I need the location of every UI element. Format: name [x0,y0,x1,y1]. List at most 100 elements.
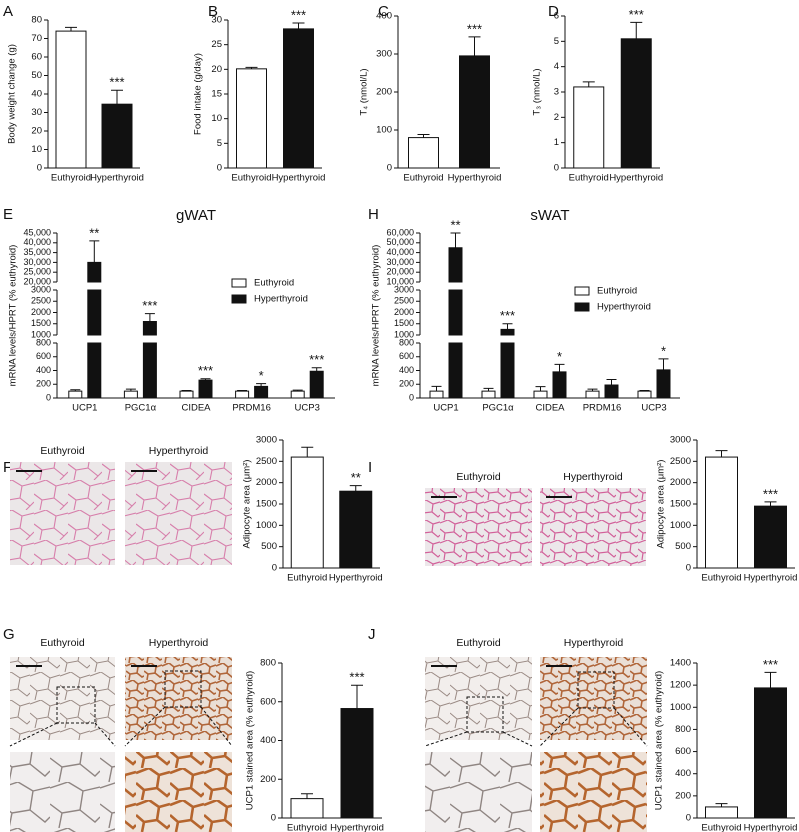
y-tick-label: 50,000 [386,237,414,247]
x-tick-label: Euthyroid [403,173,443,184]
y-tick-label: 1000 [256,520,277,531]
y-tick-label: 200 [36,379,51,389]
bar [290,390,305,399]
y-axis-label: T₄ (nmol/L) [359,68,370,115]
y-tick-label: 0 [686,813,691,824]
bar [448,247,463,399]
legend-swatch [574,286,590,296]
y-tick-label: 1400 [670,658,691,669]
bar [705,806,738,819]
bar [620,38,652,169]
y-tick-label: 400 [399,365,414,375]
y-tick-label: 10 [31,144,42,155]
error-bar [535,386,546,392]
y-tick-label: 200 [376,87,392,98]
significance: ** [89,225,99,240]
bar [604,384,619,399]
y-tick-label: 30,000 [23,257,51,267]
zoom-connector [539,707,579,747]
histology-image [425,488,532,566]
legend-swatch [231,278,247,288]
y-tick-label: 500 [675,541,691,552]
y-axis-label: mRNA levels/HPRT (% euthyroid) [8,245,19,387]
y-axis-label: mRNA levels/HPRT (% euthyroid) [371,245,382,387]
bar [142,321,157,399]
bar [340,708,374,819]
histology-image [540,657,647,740]
y-axis-label: T₃ (nmol/L) [532,68,543,115]
bar [55,30,87,169]
y-axis-label: Food intake (g/day) [193,53,204,135]
y-tick-label: 80 [31,15,42,26]
y-tick-label: 0 [46,392,51,402]
bar [585,390,600,399]
zoom-connector [502,731,533,747]
significance: *** [349,670,364,685]
y-tick-label: 1500 [670,499,691,510]
bar [290,456,324,569]
bar [339,490,373,569]
image-label: Hyperthyroid [564,637,624,649]
y-tick-label: 2500 [256,456,277,467]
y-tick-label: 3000 [394,284,414,294]
error-bar [587,388,598,392]
x-tick-label: Euthyroid [51,173,91,184]
significance: *** [500,308,515,323]
y-tick-label: 1 [554,137,559,148]
error-bar [554,363,565,372]
x-tick-label: Euthyroid [287,823,327,832]
x-tick-label: UCP3 [641,403,666,414]
bar [254,385,269,399]
histology-image [10,462,115,565]
zoom-box [164,670,202,708]
x-tick-label: CIDEA [181,403,211,414]
x-tick-label: Euthyroid [569,173,609,184]
y-tick-label: 45,000 [23,227,51,237]
x-tick-label: Euthyroid [701,573,741,584]
panel-letter: I [368,459,372,476]
y-tick-label: 400 [36,365,51,375]
error-bar [111,89,123,105]
y-tick-label: 800 [675,724,691,735]
bar [236,68,267,169]
bar [235,390,250,399]
significance: *** [763,486,778,501]
y-tick-label: 3000 [256,435,277,446]
y-tick-label: 800 [399,337,414,347]
y-tick-label: 20 [211,64,222,75]
y-axis-label: UCP1 stained area (% euthyroid) [654,671,665,810]
error-bar [301,793,313,799]
y-tick-label: 0 [387,163,392,174]
bar [290,798,324,819]
y-axis-label: UCP1 stained area (% euthyroid) [245,671,256,810]
x-tick-label: PGC1α [482,403,514,414]
y-tick-label: 30,000 [386,257,414,267]
y-tick-label: 1500 [256,499,277,510]
legend-label: Hyperthyroid [597,302,651,313]
error-bar [181,389,192,392]
y-tick-label: 4 [554,61,559,72]
y-tick-label: 40 [31,89,42,100]
significance: *** [309,352,324,367]
error-bar [764,671,777,688]
y-tick-label: 0 [409,392,414,402]
x-tick-label: Hyperthyroid [448,173,502,184]
y-axis-label: Adipocyte area (μm²) [656,460,667,549]
y-tick-label: 1500 [394,318,414,328]
chart-title: gWAT [176,207,216,224]
histology-image [125,657,232,740]
y-tick-label: 2000 [394,307,414,317]
error-bar [301,446,314,458]
panel-letter: H [368,206,379,223]
zoom-image [125,752,232,832]
y-tick-label: 60,000 [386,227,414,237]
error-bar [349,485,362,492]
y-tick-label: 2500 [670,456,691,467]
y-tick-label: 30 [31,107,42,118]
significance: *** [467,21,482,36]
x-tick-label: Euthyroid [287,573,327,584]
y-tick-label: 6 [554,11,559,22]
error-bar [715,803,728,807]
error-bar [237,389,248,392]
x-tick-label: UCP3 [295,403,320,414]
